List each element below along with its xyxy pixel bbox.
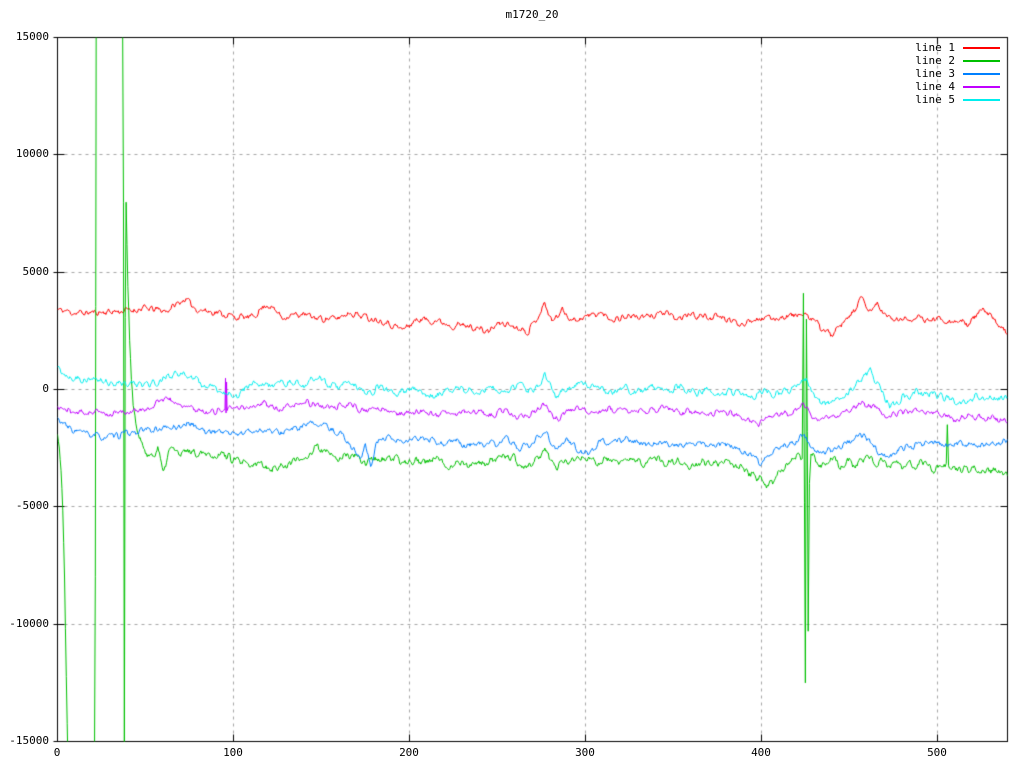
legend-line-sample (963, 59, 1000, 62)
x-tick-label: 500 (927, 746, 947, 759)
legend-entry: line 3 (915, 67, 1000, 80)
x-tick-label: 400 (751, 746, 771, 759)
legend-entry: line 4 (915, 80, 1000, 93)
legend-line-sample (963, 85, 1000, 88)
y-tick-label: 10000 (15, 147, 49, 160)
legend-entry: line 1 (915, 41, 1000, 54)
legend-label: line 1 (915, 41, 955, 54)
x-tick-label: 0 (53, 746, 61, 759)
legend-line-sample (963, 46, 1000, 49)
x-tick-label: 100 (223, 746, 243, 759)
x-tick-label: 300 (575, 746, 595, 759)
x-tick-label: 200 (399, 746, 419, 759)
legend-line-sample (963, 98, 1000, 101)
y-tick-label: -15000 (9, 734, 49, 747)
chart-title: m1720_20 (505, 8, 559, 21)
legend-line-sample (963, 72, 1000, 75)
y-tick-label: -5000 (15, 499, 49, 512)
y-tick-label: -10000 (9, 617, 49, 630)
y-tick-label: 0 (42, 382, 49, 395)
y-tick-label: 5000 (22, 265, 50, 278)
y-tick-label: 15000 (15, 30, 49, 43)
legend-entry: line 5 (915, 93, 1000, 106)
legend-label: line 2 (915, 54, 955, 67)
legend-label: line 3 (915, 67, 955, 80)
legend-label: line 4 (915, 80, 955, 93)
legend: line 1 line 2 line 3 line 4 line 5 (915, 41, 1000, 106)
legend-label: line 5 (915, 93, 955, 106)
legend-entry: line 2 (915, 54, 1000, 67)
